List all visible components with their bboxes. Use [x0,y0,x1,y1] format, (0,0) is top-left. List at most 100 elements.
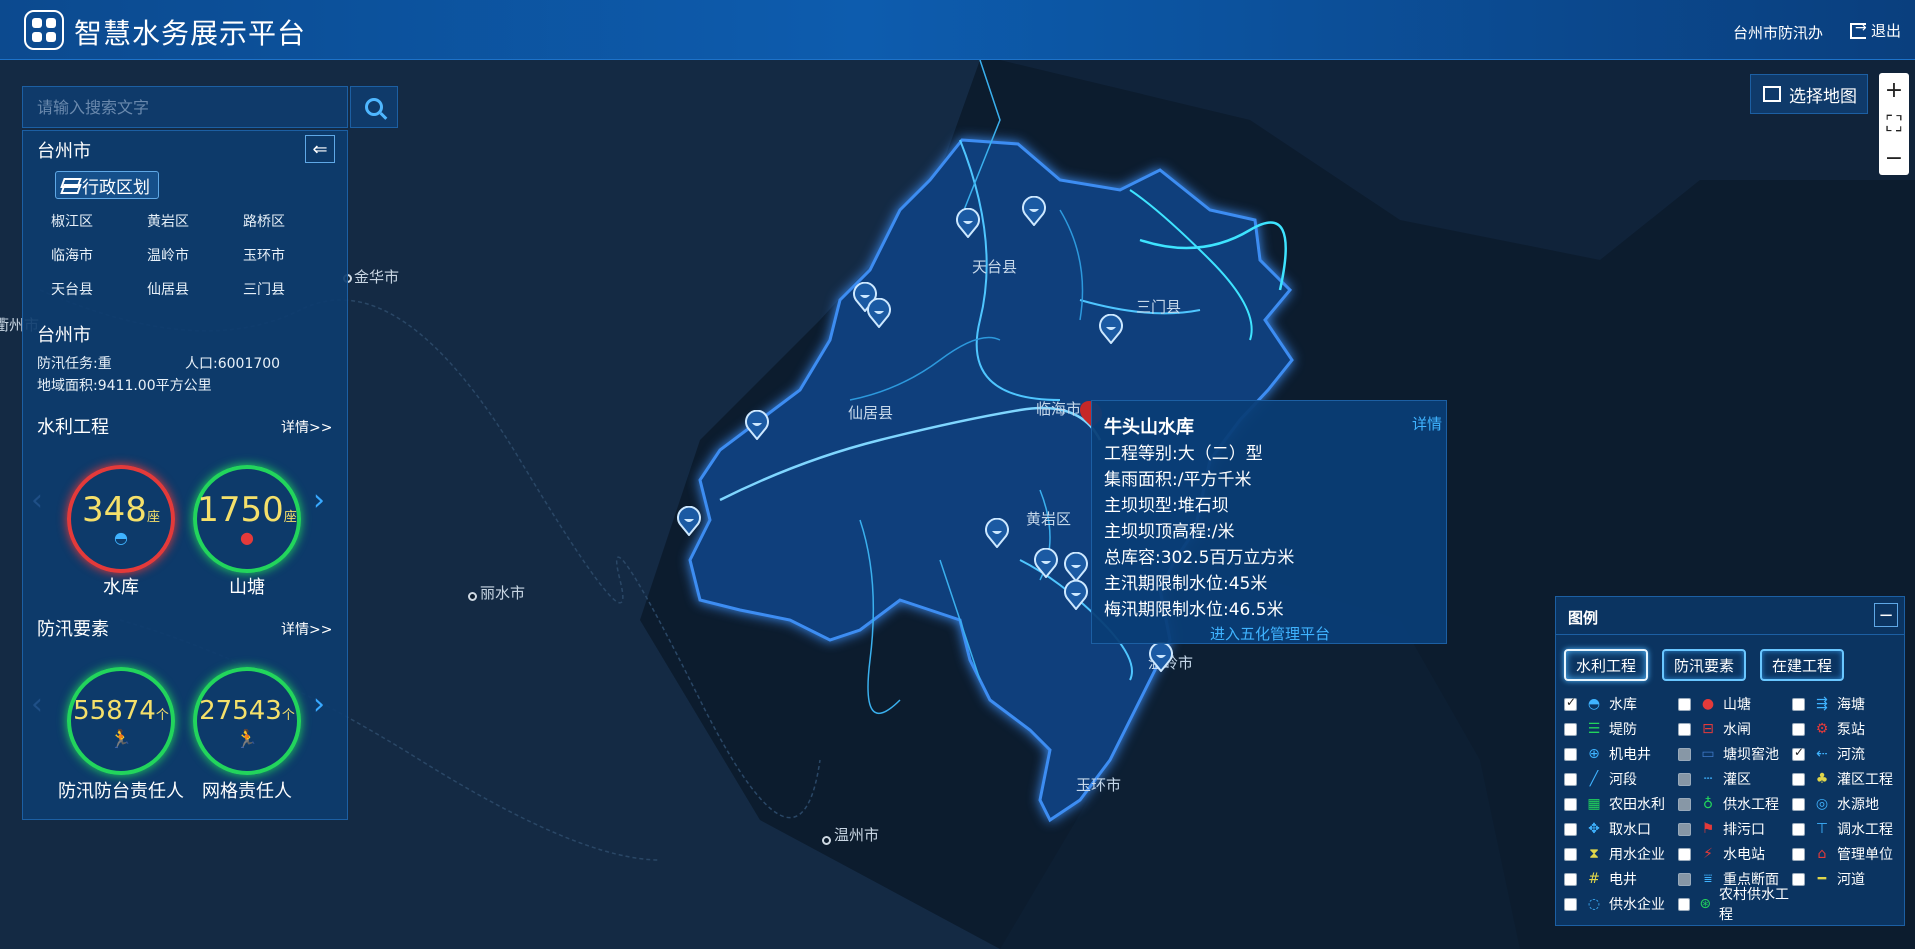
legend-checkbox[interactable] [1678,897,1690,911]
legend-item-label: 重点断面 [1723,872,1779,888]
legend-checkbox[interactable] [1564,747,1577,761]
legend-item[interactable]: ☰ 堤防 [1564,720,1678,738]
legend-checkbox[interactable] [1678,822,1691,836]
legend-checkbox[interactable] [1678,797,1691,811]
legend-checkbox[interactable] [1792,822,1805,836]
legend-checkbox[interactable] [1792,797,1805,811]
legend-item[interactable]: ⩸ 重点断面 [1678,870,1792,888]
reservoir-pin-icon[interactable] [744,410,770,440]
legend-checkbox[interactable] [1678,747,1691,761]
popup-detail-link[interactable]: 详情 [1412,415,1443,433]
legend-item[interactable]: ⇠ 河流 [1792,745,1906,763]
district-item[interactable]: 三门县 [243,282,285,298]
legend-checkbox[interactable] [1678,872,1691,886]
legend-item[interactable]: ⊛ 农村供水工程 [1678,887,1792,923]
flood-elements-more-link[interactable]: 详情>> [281,622,333,638]
zoom-in-button[interactable]: + [1884,77,1904,103]
legend-item[interactable]: ⚡ 水电站 [1678,845,1792,863]
reservoir-pin-icon[interactable] [676,506,702,536]
legend-item[interactable]: ▦ 农田水利 [1564,795,1678,813]
legend-checkbox[interactable] [1792,697,1805,711]
reservoir-pin-icon[interactable] [1063,580,1089,610]
legend-item[interactable]: ♁ 供水工程 [1678,795,1792,813]
legend-checkbox[interactable] [1564,695,1577,711]
legend-checkbox[interactable] [1678,772,1691,786]
legend-item[interactable]: ┄ 灌区 [1678,770,1792,788]
legend-checkbox[interactable] [1792,872,1805,886]
legend-item[interactable]: ◎ 水源地 [1792,795,1906,813]
legend-item[interactable]: ⊤ 调水工程 [1792,820,1906,838]
tab-water-projects[interactable]: 水利工程 [1564,649,1649,681]
management-platform-link[interactable]: 进入五化管理平台 [1209,625,1330,643]
legend-item[interactable]: ⊟ 水闸 [1678,720,1792,738]
reservoir-pin-icon[interactable] [866,298,892,328]
prev-arrow-icon[interactable]: ‹ [31,687,43,722]
legend-item[interactable]: ━ 河道 [1792,870,1906,888]
district-item[interactable]: 临海市 [51,248,93,264]
legend-item[interactable]: ⚑ 排污口 [1678,820,1792,838]
collapse-panel-button[interactable]: ⇐ [305,135,335,163]
legend-checkbox[interactable] [1678,697,1691,711]
pond-count-circle[interactable]: 1750座 ● [193,465,301,573]
legend-item[interactable]: ⊕ 机电井 [1564,745,1678,763]
district-item[interactable]: 天台县 [51,282,93,298]
logout-button[interactable]: 退出 [1849,20,1901,41]
next-arrow-icon[interactable]: › [313,483,325,518]
legend-item[interactable]: ╱ 河段 [1564,770,1678,788]
legend-checkbox[interactable] [1564,847,1577,861]
reservoir-pin-icon[interactable] [1021,196,1047,226]
select-map-button[interactable]: 选择地图 [1750,74,1868,114]
district-item[interactable]: 仙居县 [147,282,189,298]
legend-checkbox[interactable] [1564,797,1577,811]
district-item[interactable]: 路桥区 [243,214,285,230]
legend-item[interactable]: ◓ 水库 [1564,695,1678,713]
reservoir-pin-icon[interactable] [984,518,1010,548]
legend-item[interactable]: ⌂ 管理单位 [1792,845,1906,863]
legend-item[interactable]: ▭ 塘坝窖池 [1678,745,1792,763]
search-button[interactable] [350,86,398,128]
legend-checkbox[interactable] [1678,847,1691,861]
legend-item[interactable]: ⇶ 海塘 [1792,695,1906,713]
zoom-out-button[interactable]: − [1884,145,1904,171]
legend-checkbox[interactable] [1564,772,1577,786]
district-item[interactable]: 黄岩区 [147,214,189,230]
district-item[interactable]: 玉环市 [243,248,285,264]
legend-item[interactable]: ⧗ 用水企业 [1564,845,1678,863]
admin-division-button[interactable]: 行政区划 [55,171,159,199]
admin-division-label: 行政区划 [82,177,150,198]
reservoir-pin-icon[interactable] [1033,548,1059,578]
water-projects-more-link[interactable]: 详情>> [281,420,333,436]
reservoir-pin-icon[interactable] [955,208,981,238]
reservoir-pin-icon[interactable] [1148,642,1174,672]
legend-checkbox[interactable] [1792,722,1805,736]
grid-responsible-circle[interactable]: 27543个 🏃 [193,667,301,775]
tab-flood-elements[interactable]: 防汛要素 [1662,649,1747,681]
legend-item[interactable]: ● 山塘 [1678,695,1792,713]
prev-arrow-icon[interactable]: ‹ [31,483,43,518]
next-arrow-icon[interactable]: › [313,687,325,722]
reservoir-count-circle[interactable]: 348座 ◓ [67,465,175,573]
legend-checkbox[interactable] [1564,872,1577,886]
legend-item[interactable]: ✥ 取水口 [1564,820,1678,838]
legend-header: 图例 − [1556,597,1904,635]
fullscreen-button[interactable]: ⛶ [1886,111,1902,137]
legend-item[interactable]: ♣ 灌区工程 [1792,770,1906,788]
legend-checkbox[interactable] [1792,772,1805,786]
legend-checkbox[interactable] [1564,722,1577,736]
legend-checkbox[interactable] [1792,745,1805,761]
reservoir-pin-icon[interactable] [1098,314,1124,344]
search-input[interactable] [23,87,347,127]
flood-responsible-circle[interactable]: 55874个 🏃 [67,667,175,775]
legend-item[interactable]: # 电井 [1564,870,1678,888]
legend-checkbox[interactable] [1792,847,1805,861]
legend-checkbox[interactable] [1564,897,1577,911]
legend-collapse-button[interactable]: − [1874,603,1898,627]
district-item[interactable]: 椒江区 [51,214,93,230]
legend-checkbox[interactable] [1564,822,1577,836]
legend-item[interactable]: ⚙ 泵站 [1792,720,1906,738]
district-item[interactable]: 温岭市 [147,248,189,264]
tab-construction[interactable]: 在建工程 [1760,649,1845,681]
reservoir-pin-icon[interactable] [1063,552,1089,582]
legend-item[interactable]: ◌ 供水企业 [1564,895,1678,913]
legend-checkbox[interactable] [1678,722,1691,736]
